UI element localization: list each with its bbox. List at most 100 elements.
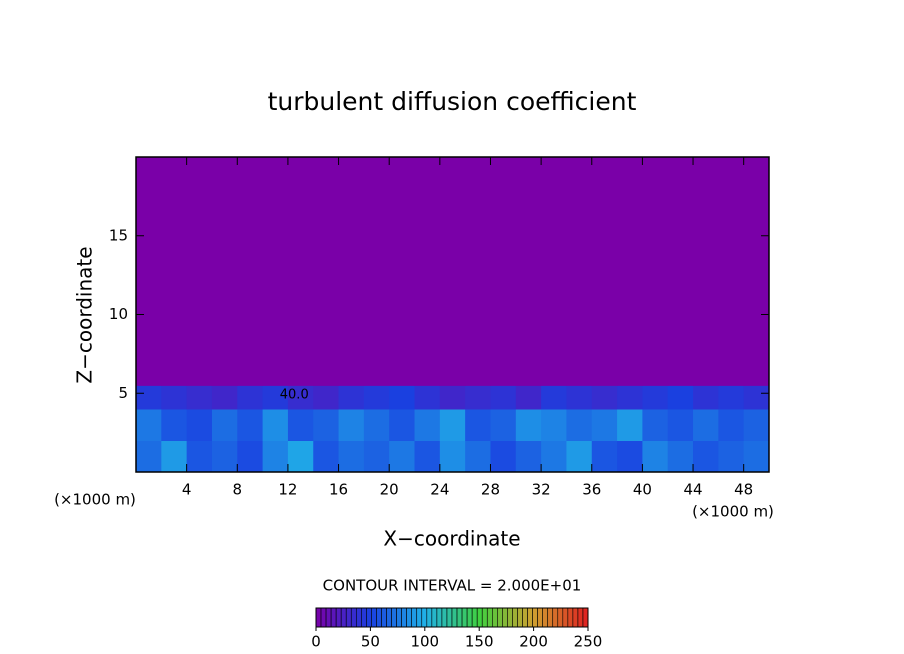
colorbar-cell — [391, 607, 397, 628]
colorbar-cell — [491, 607, 498, 628]
y-unit-label: (×1000 m) — [54, 491, 136, 509]
heatmap-cell — [389, 409, 416, 441]
colorbar-cell — [451, 607, 458, 628]
colorbar-cell — [436, 607, 443, 628]
heatmap-cell — [667, 385, 694, 410]
colorbar-cell — [350, 607, 357, 628]
heatmap-cell — [541, 440, 567, 473]
colorbar-cell — [371, 607, 377, 628]
colorbar-cell — [325, 607, 332, 628]
heatmap-cell — [591, 157, 618, 386]
heatmap-cell — [515, 157, 542, 386]
heatmap-cell — [490, 385, 517, 410]
colorbar-cell — [396, 607, 402, 628]
heatmap-cell — [515, 409, 542, 441]
x-tick-label: 20 — [380, 481, 399, 499]
heatmap-cell — [693, 157, 719, 386]
x-tick-label: 24 — [430, 481, 449, 499]
colorbar-cell — [567, 607, 574, 628]
heatmap-cell — [237, 385, 264, 410]
heatmap-cell — [363, 409, 390, 441]
heatmap-cell — [718, 440, 745, 473]
colorbar-cell — [340, 607, 347, 628]
heatmap-cell — [718, 385, 745, 410]
x-tick-label: 8 — [233, 481, 243, 499]
heatmap-cell — [313, 440, 340, 473]
heatmap-cell — [667, 440, 694, 473]
heatmap-cell — [237, 157, 264, 386]
heatmap-cell — [186, 409, 213, 441]
heatmap-cell — [211, 409, 238, 441]
colorbar-cell — [532, 607, 538, 628]
colorbar-cell — [552, 607, 559, 628]
heatmap-cell — [161, 385, 188, 410]
heatmap-cell — [338, 157, 365, 386]
colorbar-cell — [421, 607, 428, 628]
colorbar-cell — [547, 607, 554, 628]
colorbar-cell — [386, 607, 392, 628]
y-tick-label: 5 — [118, 384, 128, 402]
colorbar-cell — [572, 607, 579, 628]
colorbar-tick-label: 200 — [519, 633, 548, 651]
heatmap-cell — [541, 409, 567, 441]
heatmap-cell — [718, 157, 745, 386]
heatmap-cell — [490, 440, 517, 473]
heatmap-cell — [465, 440, 491, 473]
x-tick-label: 36 — [582, 481, 601, 499]
contour-label: 40.0 — [280, 387, 309, 402]
x-tick-label: 40 — [633, 481, 652, 499]
x-tick-label: 16 — [329, 481, 348, 499]
y-tick-label: 10 — [109, 305, 128, 323]
heatmap-cell — [363, 385, 390, 410]
heatmap-cell — [287, 440, 314, 473]
y-tick-label: 15 — [109, 226, 128, 244]
heatmap-cell — [465, 385, 491, 410]
heatmap-cell — [313, 409, 340, 441]
heatmap-cell — [718, 409, 745, 441]
heatmap-cell — [743, 385, 770, 410]
heatmap-cell — [617, 157, 643, 386]
heatmap-cell — [186, 440, 213, 473]
colorbar-cell — [335, 607, 342, 628]
heatmap-cell — [465, 409, 491, 441]
heatmap-cell — [161, 440, 188, 473]
heatmap-cell — [465, 157, 491, 386]
colorbar-frame — [315, 607, 589, 628]
colorbar-cell — [527, 607, 533, 628]
heatmap-cell — [161, 157, 188, 386]
heatmap-cell — [287, 157, 314, 386]
x-tick-label: 12 — [278, 481, 297, 499]
heatmap-cell — [591, 409, 618, 441]
colorbar-cell — [401, 607, 407, 628]
colorbar-cell — [476, 607, 483, 628]
colorbar-cell — [502, 607, 508, 628]
heatmap-cell — [161, 409, 188, 441]
colorbar-cell — [431, 607, 438, 628]
heatmap-cell — [211, 157, 238, 386]
heatmap-cell — [439, 157, 466, 386]
colorbar-cell — [406, 607, 413, 628]
heatmap-cell — [237, 440, 264, 473]
heatmap-cell — [693, 440, 719, 473]
heatmap-cell — [287, 409, 314, 441]
heatmap-cell — [262, 385, 289, 410]
colorbar-cell — [522, 607, 528, 628]
colorbar-cell — [320, 607, 327, 628]
heatmap-cell — [237, 409, 264, 441]
x-tick-label: 4 — [182, 481, 192, 499]
colorbar-cell — [315, 607, 322, 628]
heatmap-cell — [642, 409, 669, 441]
heatmap-cell — [642, 440, 669, 473]
heatmap-cell — [136, 409, 162, 441]
heatmap-cell — [363, 157, 390, 386]
colorbar-cell — [481, 607, 488, 628]
colorbar-cell — [416, 607, 423, 628]
heatmap-cell — [743, 440, 770, 473]
colorbar-cell — [582, 607, 589, 628]
colorbar-tick-label: 0 — [311, 633, 321, 651]
colorbar-tick-label: 250 — [574, 633, 603, 651]
colorbar-cell — [411, 607, 418, 628]
colorbar-cell — [376, 607, 382, 628]
x-tick-label: 48 — [734, 481, 753, 499]
colorbar-cell — [557, 607, 564, 628]
